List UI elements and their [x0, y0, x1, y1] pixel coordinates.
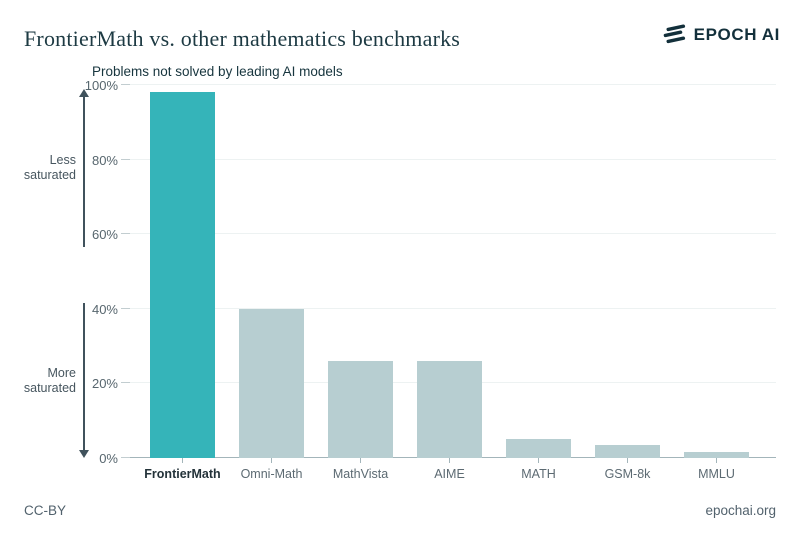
- y-axis-tick-label: 0%: [99, 451, 118, 466]
- x-category-label: MATH: [521, 467, 556, 481]
- bar-gsm-8k: [595, 444, 660, 458]
- y-axis-tick: [121, 84, 130, 85]
- less-saturated-arrow: [83, 94, 85, 248]
- x-category-label: FrontierMath: [144, 467, 221, 481]
- page-title: FrontierMath vs. other mathematics bench…: [24, 26, 461, 51]
- bar-math: [506, 439, 571, 458]
- bar-frontiermath: [150, 92, 215, 458]
- y-axis-tick: [121, 158, 130, 160]
- x-category-label: Omni-Math: [240, 467, 303, 481]
- more-saturated-label: More saturated: [23, 365, 76, 395]
- arrow-down-icon: [79, 450, 89, 458]
- x-category-label: AIME: [434, 467, 465, 481]
- epoch-ai-logo: EPOCH AI: [662, 24, 780, 46]
- bar-omni-math: [239, 308, 304, 458]
- arrow-up-icon: [79, 88, 89, 97]
- chart-subtitle: Problems not solved by leading AI models: [92, 64, 343, 79]
- y-axis-tick-label: 40%: [91, 301, 118, 317]
- gridline-100pct: [125, 84, 776, 85]
- y-axis-tick-label: 60%: [91, 227, 118, 243]
- x-axis-tick: [449, 458, 450, 463]
- y-axis-tick: [121, 307, 130, 309]
- bar-aime: [417, 361, 482, 458]
- website-link[interactable]: epochai.org: [705, 503, 776, 518]
- y-axis-tick-label: 100%: [84, 78, 118, 93]
- more-saturated-arrow: [83, 303, 85, 452]
- y-axis-tick: [121, 457, 130, 458]
- y-axis-tick-label: 20%: [91, 376, 118, 392]
- gridline-80pct: [125, 158, 776, 160]
- x-axis-tick: [538, 458, 539, 463]
- bar-mathvista: [328, 361, 393, 458]
- x-axis-tick: [627, 458, 628, 463]
- x-category-label: GSM-8k: [604, 467, 651, 481]
- x-axis-tick: [271, 458, 272, 463]
- x-category-label: MathVista: [332, 467, 389, 481]
- y-axis-tick-label: 80%: [91, 152, 118, 168]
- less-saturated-label: Less saturated: [23, 152, 76, 182]
- y-axis-tick: [121, 233, 130, 235]
- x-category-label: MMLU: [698, 467, 735, 481]
- epoch-stripes-icon: [663, 24, 685, 44]
- license-label: CC-BY: [24, 503, 67, 518]
- x-axis-tick: [360, 458, 361, 463]
- x-axis-tick: [716, 458, 717, 463]
- x-axis-tick: [182, 458, 183, 463]
- gridline-60pct: [125, 233, 776, 235]
- gridline-40pct: [125, 307, 776, 309]
- bar-mmlu: [684, 452, 749, 458]
- epoch-ai-logo-text: EPOCH AI: [693, 25, 780, 44]
- y-axis-tick: [121, 382, 130, 384]
